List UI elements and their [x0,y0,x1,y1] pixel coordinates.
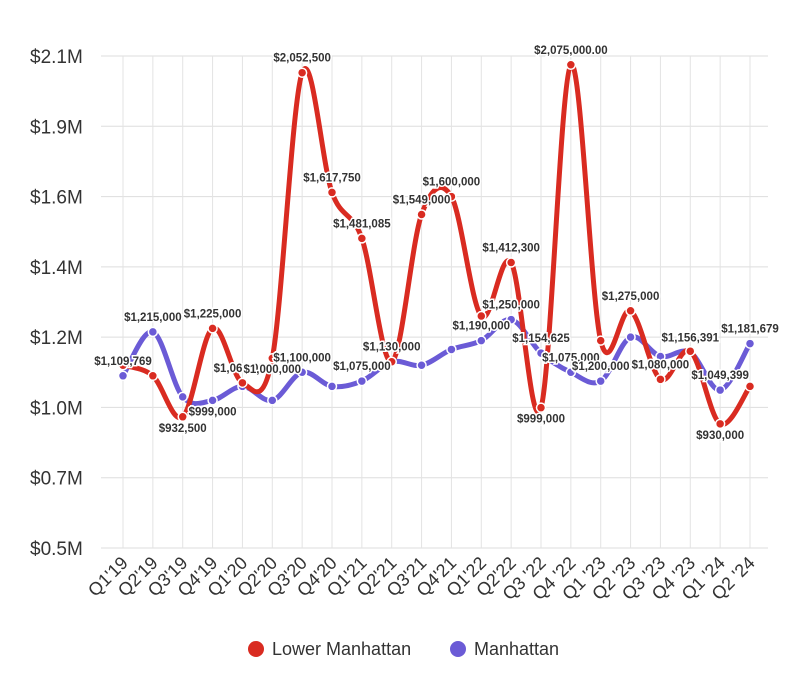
lower-manhattan-point [476,310,487,322]
manhattan-point [296,367,308,378]
manhattan-data-label: $1,190,000 [453,321,511,333]
lower-manhattan-data-label: $1,412,300 [482,243,540,255]
lower-manhattan-data-label: $930,000 [696,430,744,442]
manhattan-data-label: $1,109,769 [94,356,152,368]
lower-manhattan-point [356,233,368,244]
manhattan-point [446,344,457,355]
manhattan-data-label: $1,075,000 [542,352,600,364]
lower-manhattan-point [565,59,577,71]
manhattan-data-label: $1,181,679 [721,324,779,336]
manhattan-data-label: $1,049,399 [691,370,749,382]
y-tick-label: $1.6M [30,188,83,209]
lower-manhattan-point [267,352,278,364]
manhattan-point [117,370,129,382]
manhattan-point [625,331,636,343]
manhattan-data-label: $1,250,000 [482,300,540,312]
lower-manhattan-point [714,418,726,430]
lower-manhattan-point [326,187,338,198]
manhattan-point [207,395,218,406]
lower-manhattan-data-label: $1,549,000 [393,194,451,206]
lower-manhattan-point [416,209,427,220]
manhattan-point [476,335,487,346]
lower-manhattan-point [177,411,188,423]
y-tick-label: $0.7M [30,469,83,490]
lower-manhattan-point [147,370,159,382]
manhattan-legend-label: Manhattan [474,639,559,659]
lower-manhattan-data-label: $1,600,000 [423,177,481,189]
lower-manhattan-point [685,345,696,357]
lower-manhattan-point [207,323,218,334]
lower-manhattan-point [117,360,129,371]
lower-manhattan-data-label: $999,000 [517,414,565,426]
manhattan-data-label: $1,154,625 [512,333,570,345]
manhattan-data-label: $1,156,391 [662,332,720,344]
lower-manhattan-data-label: $1,130,000 [363,342,421,354]
manhattan-point [565,367,577,378]
manhattan-point [744,338,756,349]
manhattan-data-label: $1,215,000 [124,312,182,324]
lower-manhattan-point [446,191,457,202]
lower-manhattan-data-label: $1,275,000 [602,291,660,303]
y-tick-label: $1.2M [30,328,83,349]
manhattan-point [177,391,188,403]
lower-manhattan-data-label: $1,481,085 [333,218,391,230]
manhattan-data-label: $1,075,000 [333,361,391,373]
y-tick-label: $1.4M [30,258,83,279]
manhattan-data-label: $1,100,000 [273,352,331,364]
lower-manhattan-point [744,381,756,392]
lower-manhattan-point [655,374,666,385]
lower-manhattan-point [505,257,517,268]
manhattan-data-label: $1,200,000 [572,361,630,373]
manhattan-point [505,314,517,325]
lower-manhattan-point [535,402,547,413]
lower-manhattan-data-label: $932,500 [159,423,207,435]
manhattan-point [356,375,368,387]
manhattan-point [147,326,159,338]
manhattan-point [714,384,726,396]
manhattan-data-label: $999,000 [189,406,237,418]
lower-manhattan-legend-label: Lower Manhattan [272,639,411,659]
manhattan-legend-marker [450,641,466,657]
lower-manhattan-data-label: $2,075,000.00 [534,45,608,57]
lower-manhattan-legend-marker [248,641,264,657]
lower-manhattan-data-label: $1,080,000 [632,359,690,371]
y-tick-label: $0.5M [30,539,83,560]
lower-manhattan-point [595,335,606,346]
lower-manhattan-point [237,377,248,389]
manhattan-point [595,375,606,387]
lower-manhattan-point [296,67,308,78]
lower-manhattan-point [386,356,397,367]
lower-manhattan-point [625,305,636,317]
y-tick-label: $1.0M [30,398,83,419]
manhattan-point [655,351,666,362]
y-tick-label: $2.1M [30,47,83,68]
manhattan-point [267,395,278,406]
lower-manhattan-data-label: $1,225,000 [184,308,242,320]
manhattan-point [326,381,338,392]
lower-manhattan-data-label: $1,000,000 [244,364,302,376]
manhattan-point [416,360,427,371]
lower-manhattan-data-label: $1,617,750 [303,172,361,184]
lower-manhattan-data-label: $1,060,000 [214,363,272,375]
lower-manhattan-data-label: $2,052,500 [273,53,331,65]
y-tick-label: $1.9M [30,117,83,138]
